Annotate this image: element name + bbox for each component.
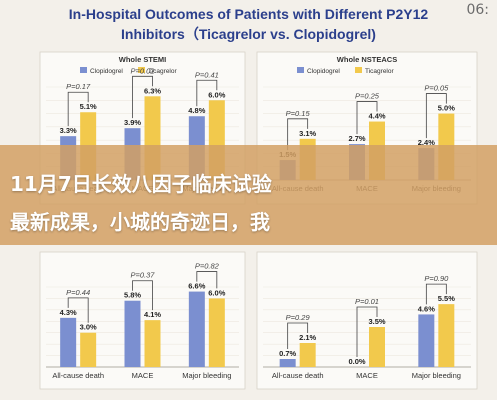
p-value-label: P=0.44 bbox=[66, 288, 90, 297]
data-label: 4.8% bbox=[188, 106, 205, 115]
p-value-bracket bbox=[356, 101, 378, 135]
p-value-bracket bbox=[132, 75, 153, 119]
p-value-bracket bbox=[67, 297, 89, 323]
data-label: 4.4% bbox=[368, 112, 385, 121]
category-label: MACE bbox=[132, 371, 154, 380]
p-value-label: P=0.82 bbox=[195, 262, 220, 271]
category-label: MACE bbox=[356, 371, 378, 380]
p-value-bracket bbox=[356, 306, 378, 357]
p-value-bracket bbox=[132, 280, 153, 311]
corner-label: 06: bbox=[466, 2, 489, 18]
data-label: 3.5% bbox=[368, 317, 385, 326]
p-value-bracket bbox=[287, 322, 309, 349]
data-label: 4.1% bbox=[144, 310, 161, 319]
p-value-label: P=0.25 bbox=[355, 92, 380, 101]
p-value-label: P=0.05 bbox=[424, 84, 449, 93]
chart-panel-3: 4.3%3.0% P=0.44 All-cause death 5.8% 4.1% P=0… bbox=[39, 251, 246, 390]
p-value-bracket bbox=[196, 79, 218, 107]
bar-ticagrelor bbox=[144, 320, 161, 367]
p-value-label: P=0.01 bbox=[355, 297, 379, 306]
data-label: 0.0% bbox=[348, 357, 365, 366]
category-label: Major bleeding bbox=[182, 371, 231, 380]
legend-label-ticagrelor: Ticagrelor bbox=[148, 68, 177, 75]
p-value-label: P=0.90 bbox=[424, 274, 449, 283]
p-value-bracket bbox=[196, 271, 218, 289]
data-label: 6.0% bbox=[208, 90, 225, 99]
chart-title-line2: Inhibitors（Ticagrelor vs. Clopidogrel) bbox=[121, 26, 376, 42]
bar-clopidogrel bbox=[279, 359, 296, 367]
legend-swatch-ticagrelor bbox=[138, 67, 145, 73]
data-label: 3.0% bbox=[80, 323, 97, 332]
p-value-bracket bbox=[425, 283, 447, 305]
legend-swatch-clopidogrel bbox=[80, 67, 87, 73]
bar-ticagrelor bbox=[438, 304, 455, 367]
p-value-label: P=0.17 bbox=[66, 82, 91, 91]
bar-ticagrelor bbox=[208, 298, 225, 367]
bar-ticagrelor bbox=[299, 343, 316, 367]
data-label: 2.7% bbox=[348, 134, 365, 143]
category-label: All-cause death bbox=[272, 371, 324, 380]
bar-clopidogrel bbox=[124, 300, 141, 367]
chart-panel-4: 0.7%2.1% P=0.29 All-cause death 0.0% 3.5% P=0… bbox=[256, 251, 478, 390]
data-label: 2.1% bbox=[299, 333, 316, 342]
data-label: 6.3% bbox=[144, 86, 161, 95]
legend-swatch-clopidogrel bbox=[297, 67, 304, 73]
overlay-caption-line2: 最新成果，小城的奇迹日，我 bbox=[10, 210, 270, 234]
caption-overlay-band bbox=[0, 145, 497, 245]
p-value-label: P=0.15 bbox=[286, 109, 311, 118]
data-label: 0.7% bbox=[279, 349, 296, 358]
bar-clopidogrel bbox=[60, 317, 77, 367]
category-label: Major bleeding bbox=[412, 371, 461, 380]
p-value-label: P=0.41 bbox=[195, 70, 219, 79]
category-label: All-cause death bbox=[52, 371, 104, 380]
data-label: 3.3% bbox=[60, 126, 77, 135]
p-value-label: P=0.02 bbox=[131, 66, 156, 75]
data-label: 3.1% bbox=[299, 129, 316, 138]
panel-title: Whole STEMI bbox=[119, 55, 167, 64]
data-label: 3.9% bbox=[124, 118, 141, 127]
data-label: 4.6% bbox=[418, 304, 435, 313]
bar-clopidogrel bbox=[188, 291, 205, 367]
data-label: 5.1% bbox=[80, 102, 97, 111]
data-label: 6.0% bbox=[208, 288, 225, 297]
panel-title: Whole NSTEACS bbox=[337, 55, 397, 64]
bar-clopidogrel bbox=[418, 314, 435, 367]
legend-label-clopidogrel: Clopidogrel bbox=[307, 68, 340, 75]
chart-title-line1: In-Hospital Outcomes of Patients with Di… bbox=[68, 6, 429, 22]
bar-ticagrelor bbox=[80, 332, 97, 367]
p-value-bracket bbox=[67, 91, 89, 127]
legend-swatch-ticagrelor bbox=[355, 67, 362, 73]
data-label: 5.8% bbox=[124, 291, 141, 300]
p-value-label: P=0.29 bbox=[286, 313, 311, 322]
legend-label-ticagrelor: Ticagrelor bbox=[365, 68, 394, 75]
p-value-bracket bbox=[287, 118, 309, 151]
legend-label-clopidogrel: Clopidogrel bbox=[90, 68, 123, 75]
bar-ticagrelor bbox=[369, 327, 385, 367]
p-value-bracket bbox=[425, 93, 447, 139]
data-label: 4.3% bbox=[60, 308, 77, 317]
p-value-label: P=0.37 bbox=[131, 271, 156, 280]
data-label: 5.0% bbox=[438, 104, 455, 113]
data-label: 6.6% bbox=[188, 282, 205, 291]
data-label: 5.5% bbox=[438, 294, 455, 303]
overlay-caption-line1: 11月7日长效八因子临床试验 bbox=[10, 172, 272, 196]
data-label: 2.4% bbox=[418, 138, 435, 147]
